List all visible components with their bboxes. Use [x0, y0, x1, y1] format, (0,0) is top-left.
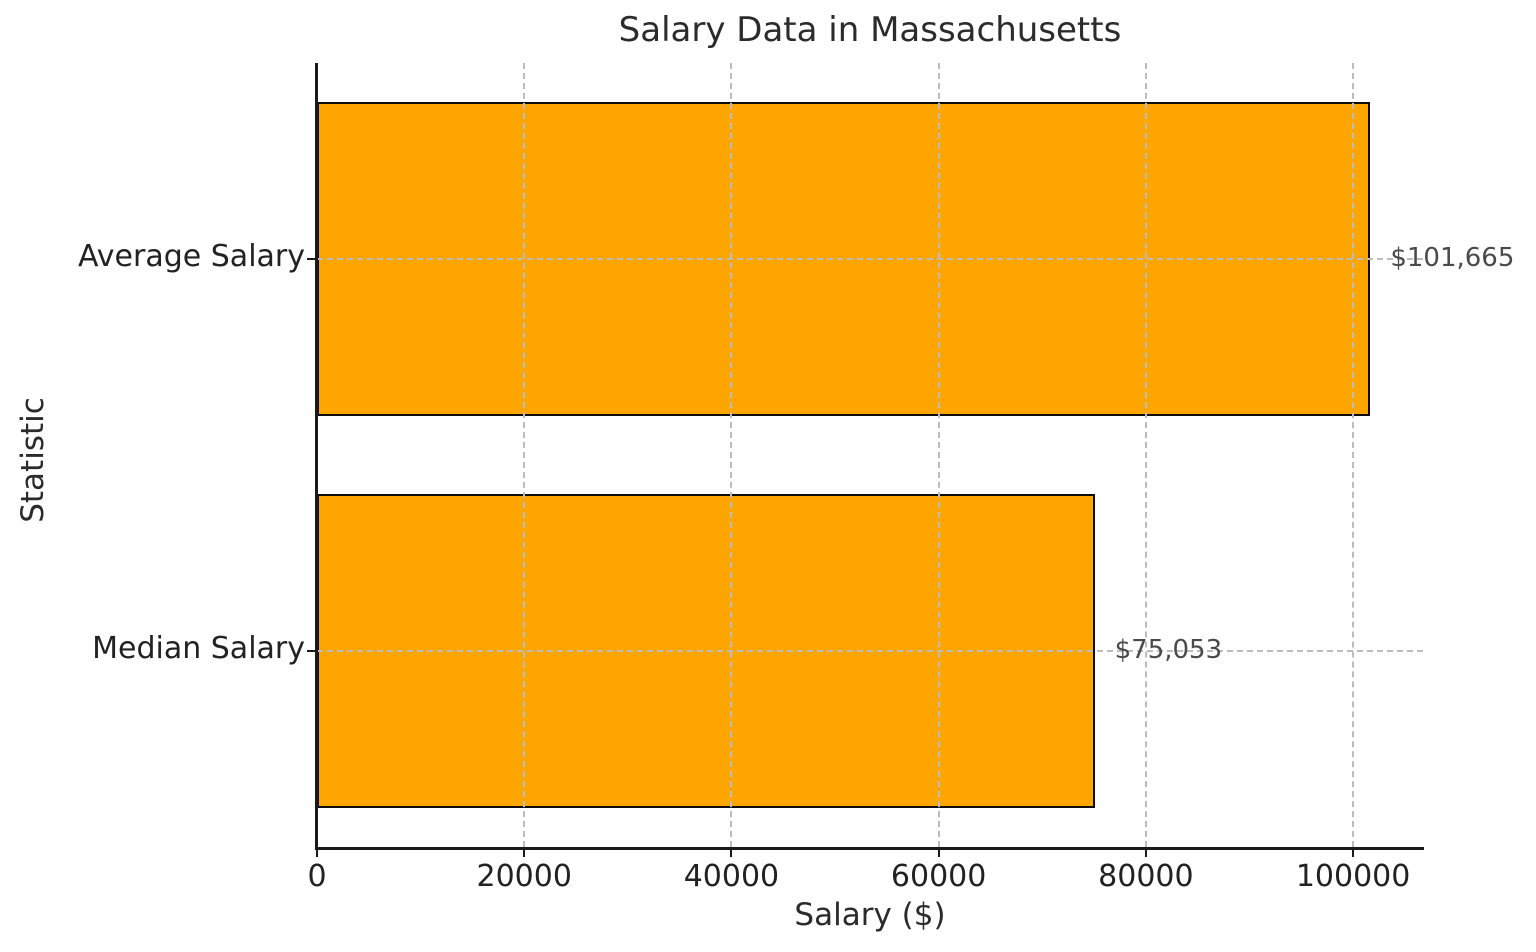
vertical-gridline: [730, 63, 733, 847]
x-tick-mark: [937, 850, 940, 857]
x-tick-label: 60000: [890, 859, 987, 894]
x-tick-mark: [1144, 850, 1147, 857]
x-tick-mark: [730, 850, 733, 857]
bar-value-label: $75,053: [1114, 635, 1223, 665]
y-axis-label: Statistic: [15, 397, 51, 523]
horizontal-gridline: [317, 258, 1423, 260]
x-tick-mark: [1352, 850, 1355, 857]
horizontal-gridline: [317, 650, 1423, 652]
vertical-gridline: [1352, 63, 1355, 847]
x-tick-mark: [523, 850, 526, 857]
x-tick-mark: [316, 850, 318, 857]
x-axis-label: Salary ($): [794, 897, 946, 933]
vertical-gridline: [1144, 63, 1147, 847]
y-tick-label: Average Salary: [78, 239, 305, 274]
vertical-gridline: [523, 63, 526, 847]
vertical-gridline: [937, 63, 940, 847]
y-tick-mark: [307, 650, 315, 652]
left-spine: [315, 63, 318, 850]
chart-title: Salary Data in Massachusetts: [618, 10, 1122, 50]
y-tick-mark: [307, 258, 315, 260]
x-tick-label: 80000: [1098, 859, 1194, 894]
x-tick-label: 0: [307, 859, 327, 894]
bar-value-label: $101,665: [1390, 243, 1515, 273]
bottom-spine: [315, 847, 1424, 850]
x-tick-label: 20000: [476, 859, 572, 894]
x-tick-label: 100000: [1295, 859, 1411, 894]
x-tick-label: 40000: [683, 859, 780, 894]
y-tick-label: Median Salary: [92, 631, 305, 666]
